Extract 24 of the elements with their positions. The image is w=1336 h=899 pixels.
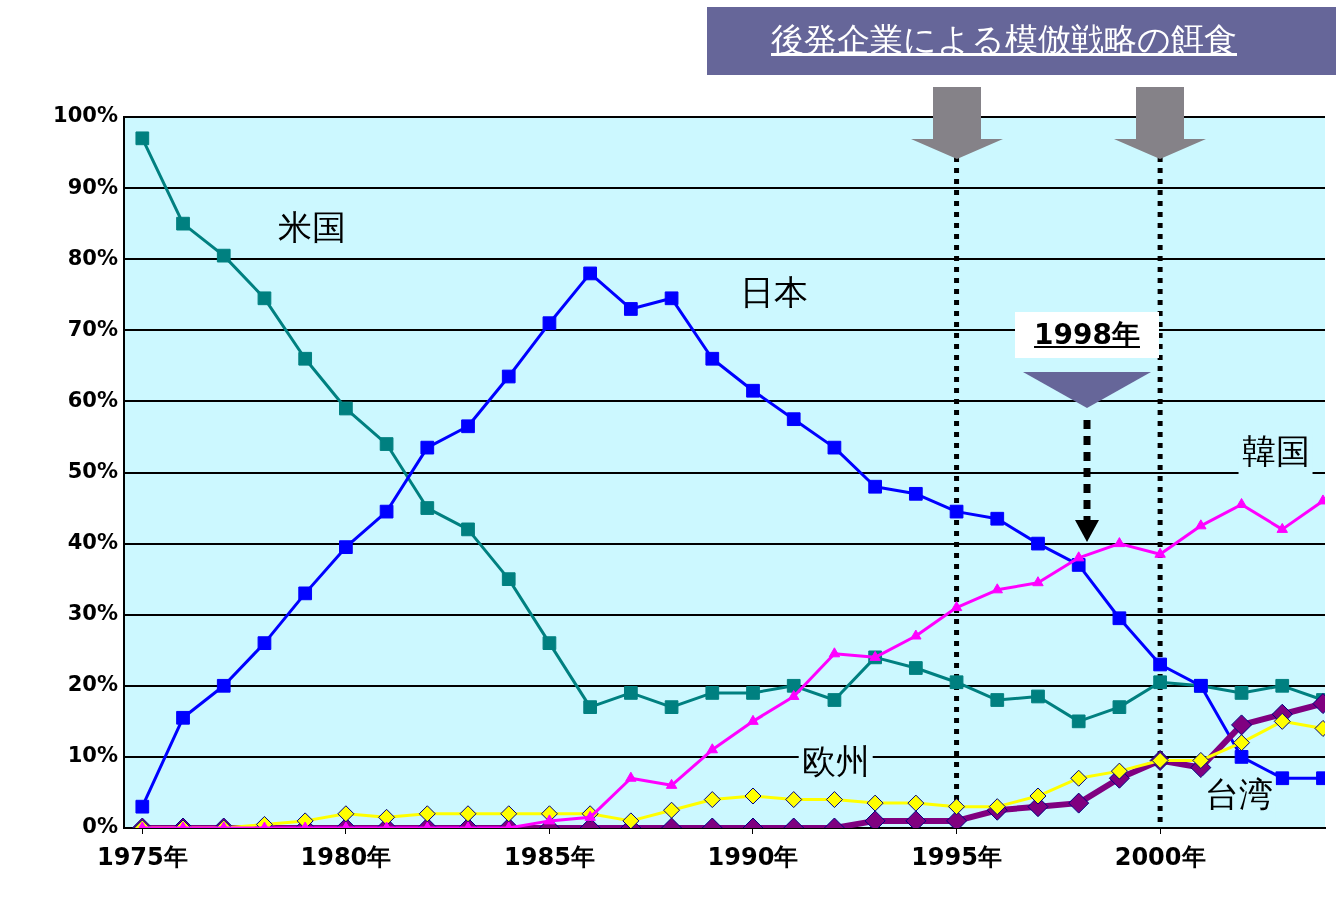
y-tick-label: 20% <box>67 672 118 697</box>
y-tick-label: 50% <box>67 458 118 483</box>
series-label: 日本 <box>739 272 808 313</box>
x-tick-label: 2000年 <box>1114 842 1206 871</box>
y-tick-label: 0% <box>82 814 118 839</box>
x-tick-label: 1990年 <box>707 842 799 871</box>
series-label: 韓国 <box>1241 431 1310 472</box>
y-tick-label: 80% <box>67 245 118 270</box>
x-tick-label: 1975年 <box>96 842 188 871</box>
series-label: 欧州 <box>801 741 870 782</box>
y-tick-label: 10% <box>67 743 118 768</box>
y-tick-label: 70% <box>67 316 118 341</box>
y-tick-label: 30% <box>67 601 118 626</box>
x-tick-label: 1985年 <box>504 842 595 871</box>
series-label: 台湾 <box>1204 774 1273 815</box>
y-tick-label: 40% <box>67 530 118 555</box>
x-tick-label: 1995年 <box>911 842 1002 871</box>
y-tick-label: 60% <box>67 387 118 412</box>
series-label: 米国 <box>278 207 347 248</box>
annotation: 1998年 <box>1015 312 1159 358</box>
chart-title: 後発企業による模倣戦略の餌食 <box>771 19 1237 61</box>
y-tick-label: 90% <box>67 174 118 199</box>
y-tick-label: 100% <box>53 103 118 128</box>
x-tick-label: 1980年 <box>300 842 392 871</box>
